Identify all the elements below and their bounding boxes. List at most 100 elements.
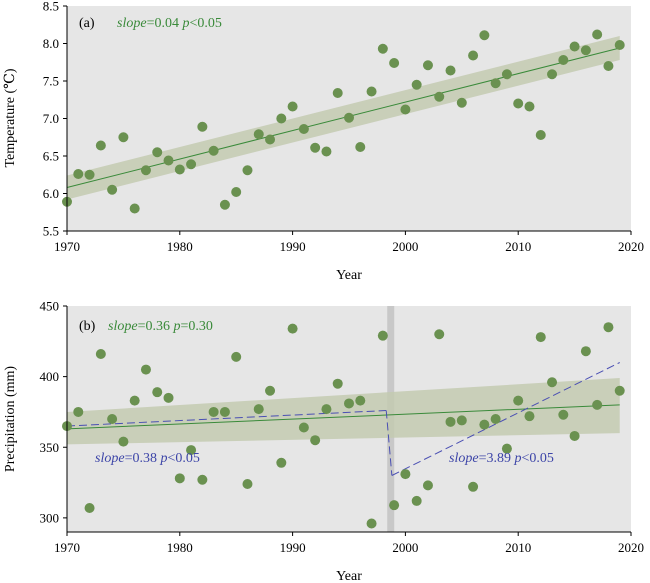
- panel-b-point: [163, 392, 174, 403]
- panel-a-point: [73, 169, 84, 179]
- panel-a-point: [614, 40, 625, 50]
- panel-a-x-tick-label: 2000: [392, 239, 418, 254]
- panel-b-point: [411, 495, 422, 506]
- panel-a-annotation: slope=0.04 p<0.05: [117, 16, 222, 31]
- panel-a-point: [490, 78, 501, 89]
- panel-a-point: [231, 187, 242, 197]
- panel-a-point: [107, 184, 118, 195]
- panel-a-point: [592, 29, 603, 40]
- panel-b-point: [107, 414, 118, 424]
- panel-b-point: [276, 457, 287, 468]
- panel-b-point: [479, 419, 490, 430]
- panel-b-point: [332, 378, 343, 389]
- panel-a-point: [219, 199, 230, 210]
- panel-a-point: [400, 104, 411, 115]
- panel-b-segment-drop: [385, 410, 393, 476]
- panel-b-x-ticks: 1970 1980 1990 2000 2010 2020: [54, 532, 644, 555]
- panel-a-y-tick-label: 6.5: [43, 149, 59, 164]
- panel-b-point: [95, 349, 106, 360]
- panel-b-annotation-right: slope=3.89 p<0.05: [449, 451, 554, 466]
- panel-b-point: [140, 364, 151, 375]
- panel-b-y-tick-label: 350: [40, 440, 60, 455]
- panel-b-point: [535, 332, 546, 343]
- panel-a-point: [422, 60, 433, 71]
- panel-b-point: [118, 436, 129, 447]
- panel-a-x-tick-label: 1990: [280, 239, 306, 254]
- panel-a-point: [95, 140, 106, 151]
- panel-b-y-tick-label: 400: [40, 369, 60, 384]
- panel-b-point: [208, 406, 219, 417]
- panel-b-point: [152, 387, 163, 398]
- panel-a-point: [118, 132, 129, 143]
- panel-b-point: [524, 411, 535, 422]
- panel-a-y-tick-label: 8.5: [43, 0, 59, 14]
- panel-b-y-tick-label: 450: [40, 299, 60, 314]
- panel-a-y-tick-label: 5.5: [43, 224, 59, 239]
- panel-a-point: [152, 147, 163, 158]
- panel-b-point: [456, 415, 467, 426]
- panel-a-point: [535, 130, 546, 140]
- panel-b-point: [310, 435, 321, 446]
- panel-a-point: [569, 41, 580, 52]
- panel-b-point: [253, 404, 264, 415]
- panel-a-point: [468, 50, 479, 61]
- panel-a-point: [140, 165, 151, 176]
- panel-a-point: [287, 101, 298, 112]
- panel-b-point: [377, 330, 388, 341]
- panel-b-point: [434, 329, 445, 340]
- panel-b-point: [445, 416, 456, 427]
- panel-b-y-ticks: 300 350 400 450: [40, 299, 67, 525]
- panel-a-x-tick-label: 2020: [618, 239, 644, 254]
- panel-a-point: [355, 142, 366, 152]
- panel-a-y-tick-label: 7.0: [43, 111, 59, 126]
- panel-b-point: [400, 469, 411, 480]
- panel-b-point: [321, 404, 332, 415]
- panel-a-y-axis-label: Temperature (℃): [3, 68, 18, 167]
- panel-a-x-tick-label: 1970: [54, 239, 80, 254]
- panel-b-trend-line: [66, 404, 620, 430]
- panel-b-x-axis-label: Year: [336, 569, 362, 583]
- panel-a-x-ticks: 1970 1980 1990 2000 2010 2020: [54, 231, 644, 254]
- panel-a-point: [253, 129, 264, 140]
- panel-a-point: [129, 203, 140, 214]
- panel-b-point: [73, 406, 84, 417]
- panel-b-point: [344, 398, 354, 409]
- panel-b-x-tick-label: 1990: [280, 540, 306, 555]
- panel-a-point: [174, 164, 185, 175]
- panel-a-point: [513, 98, 524, 109]
- panel-b-point: [84, 502, 95, 513]
- panel-b-y-tick-label: 300: [40, 510, 60, 525]
- panel-b-point: [580, 346, 591, 357]
- panel-b-point: [197, 474, 208, 485]
- panel-b-point: [468, 481, 479, 492]
- panel-a-y-tick-label: 8.0: [43, 36, 59, 51]
- panel-b-x-tick-label: 2010: [505, 540, 531, 555]
- panel-a-point: [547, 69, 558, 80]
- panel-a-y-tick-label: 7.5: [43, 74, 59, 89]
- panel-b: 1970 1980 1990 2000 2010 2020 300 350 400 450 (b…: [3, 299, 644, 583]
- panel-b-point: [366, 518, 377, 529]
- panel-b-x-tick-label: 2000: [392, 540, 418, 555]
- panel-a-point: [479, 30, 490, 41]
- panel-a-point: [445, 65, 456, 76]
- panel-a-y-ticks: 5.5 6.0 6.5 7.0 7.5 8.0 8.5: [43, 0, 67, 239]
- panel-a-point: [298, 124, 309, 134]
- panel-b-point: [389, 500, 400, 511]
- panel-a-point: [321, 146, 332, 157]
- panel-b-annotation-left: slope=0.38 p<0.05: [95, 451, 200, 466]
- panel-b-point: [547, 377, 558, 388]
- panel-b-point: [569, 430, 580, 441]
- panel-a-point: [524, 101, 535, 112]
- panel-b-point: [513, 395, 524, 406]
- panel-a-point: [603, 61, 614, 71]
- panel-b-point: [174, 473, 185, 484]
- panel-b-point: [355, 395, 366, 406]
- panel-b-point: [129, 395, 140, 406]
- panel-a-point: [84, 169, 95, 180]
- panel-a-point: [208, 145, 219, 156]
- panel-a-point: [411, 79, 422, 90]
- panel-a-point: [276, 113, 287, 124]
- panel-a-point: [265, 134, 276, 145]
- panel-b-point: [614, 385, 625, 396]
- panel-b-x-tick-label: 1970: [54, 540, 80, 555]
